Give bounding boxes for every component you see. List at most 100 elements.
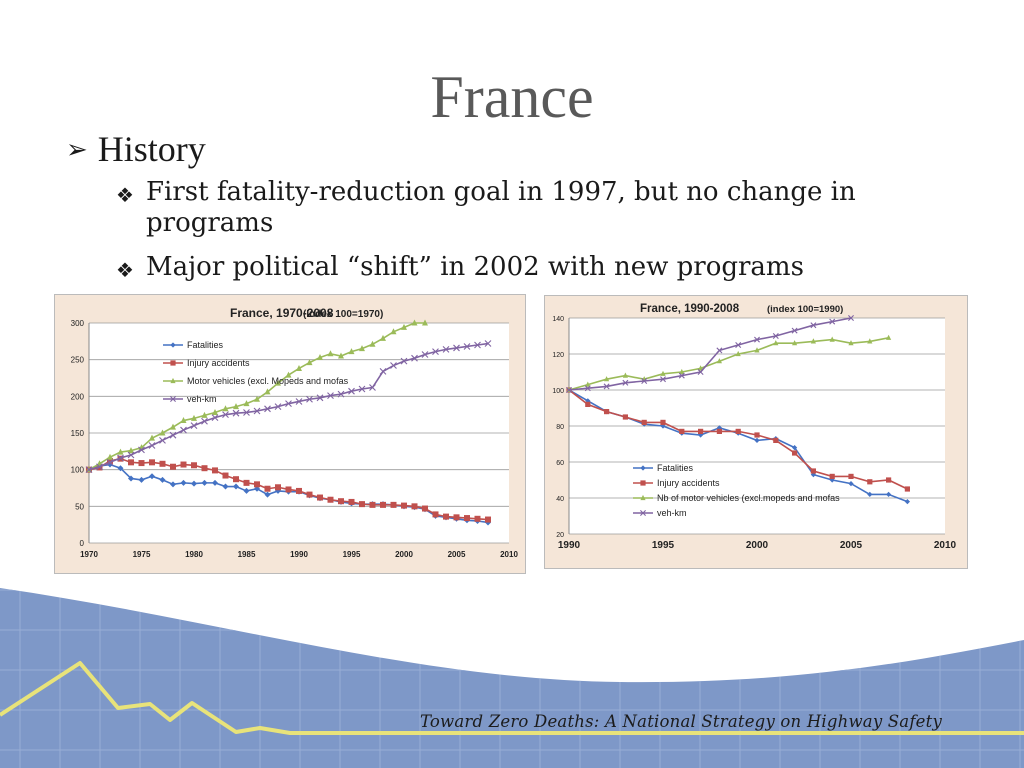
series-line [568, 317, 852, 391]
data-point [107, 461, 113, 468]
data-point [201, 465, 208, 472]
data-point [411, 503, 418, 510]
x-tick-label: 1985 [238, 550, 256, 559]
data-point [886, 334, 892, 340]
data-point [867, 338, 873, 344]
diamond-bullet-icon: ❖ [116, 183, 134, 207]
data-point [212, 408, 218, 415]
data-point [149, 434, 155, 441]
data-point [348, 348, 355, 355]
data-point [285, 486, 292, 493]
data-point [848, 473, 854, 479]
data-point [791, 327, 798, 334]
legend-marker [640, 494, 646, 501]
data-point [107, 453, 113, 460]
data-point [212, 467, 218, 474]
data-point [275, 484, 281, 491]
y-tick-label: 40 [556, 496, 564, 503]
data-point [485, 516, 491, 523]
data-point [773, 340, 779, 346]
data-point [829, 473, 835, 479]
data-point [754, 347, 760, 353]
data-point [886, 491, 892, 497]
legend-marker [170, 342, 176, 348]
chart-subtitle: (index 100=1990) [767, 304, 843, 315]
data-point [170, 423, 176, 430]
data-point [422, 505, 428, 512]
data-point [359, 345, 365, 352]
data-point [716, 428, 722, 434]
data-point [390, 328, 397, 335]
legend-marker [170, 360, 176, 366]
data-point [317, 494, 323, 501]
data-point [660, 376, 666, 383]
data-point [296, 364, 302, 371]
data-point [735, 428, 741, 434]
data-point [585, 381, 591, 387]
chart-1970-2008: 0 50 100 150 200 250 300 1970 1975 1980 1985 1990 19… [54, 294, 526, 574]
data-point [264, 405, 271, 413]
data-point [453, 344, 460, 352]
y-tick-label: 100 [552, 388, 564, 395]
data-point [735, 342, 742, 348]
y-tick-label: 100 [71, 466, 85, 475]
data-point [369, 501, 376, 508]
data-point [678, 372, 685, 379]
y-tick-label: 300 [71, 319, 85, 328]
x-tick-label: 1990 [558, 540, 581, 551]
data-point [411, 319, 418, 326]
legend-label: Fatalities [657, 463, 694, 473]
data-point [212, 479, 218, 486]
data-point [222, 483, 229, 490]
data-point [698, 428, 704, 434]
sub-bullet-2-text: Major political “shift” in 2002 with new… [146, 252, 804, 282]
data-point [222, 405, 229, 412]
data-point [453, 514, 460, 521]
data-point [327, 350, 334, 357]
y-tick-label: 80 [556, 424, 564, 431]
data-point [159, 460, 166, 467]
legend-label: Nb of motor vehicles (excl.mopeds and mo… [657, 493, 840, 503]
x-tick-label: 2005 [448, 550, 466, 559]
data-point [264, 388, 271, 395]
sub-bullet-1: ❖ First fatality-reduction goal in 1997,… [116, 177, 976, 239]
data-point [275, 379, 281, 386]
x-tick-label: 1995 [343, 550, 361, 559]
data-point [622, 414, 628, 420]
data-point [867, 479, 873, 485]
data-point [211, 414, 219, 421]
data-point [390, 362, 397, 369]
data-point [191, 462, 197, 469]
y-tick-label: 0 [80, 539, 85, 548]
data-point [180, 461, 187, 468]
data-point [810, 472, 816, 478]
data-point [253, 407, 261, 415]
footer-banner-art [0, 588, 1024, 768]
data-point [149, 459, 155, 466]
data-point [159, 429, 166, 436]
data-point [379, 368, 387, 375]
data-point [810, 468, 816, 474]
data-point [369, 340, 376, 347]
data-point [411, 354, 418, 362]
data-point [432, 348, 439, 355]
footer-tagline: Toward Zero Deaths: A National Strategy … [420, 712, 942, 731]
data-point [566, 387, 572, 393]
legend-marker [170, 396, 176, 402]
legend-marker [640, 480, 646, 486]
y-tick-label: 60 [556, 460, 564, 467]
data-point [222, 472, 229, 479]
data-point [443, 513, 449, 520]
data-point [679, 428, 685, 434]
slide-title: France [430, 64, 594, 130]
data-point [148, 442, 156, 449]
data-point [170, 463, 176, 470]
chart-title: France, 1990-2008 [640, 303, 740, 315]
data-point [359, 501, 365, 508]
data-point [463, 343, 471, 350]
data-point [829, 336, 835, 342]
data-point [254, 395, 260, 402]
data-point [296, 487, 302, 494]
data-point [464, 515, 470, 522]
bullet-history-text: History [97, 129, 206, 169]
